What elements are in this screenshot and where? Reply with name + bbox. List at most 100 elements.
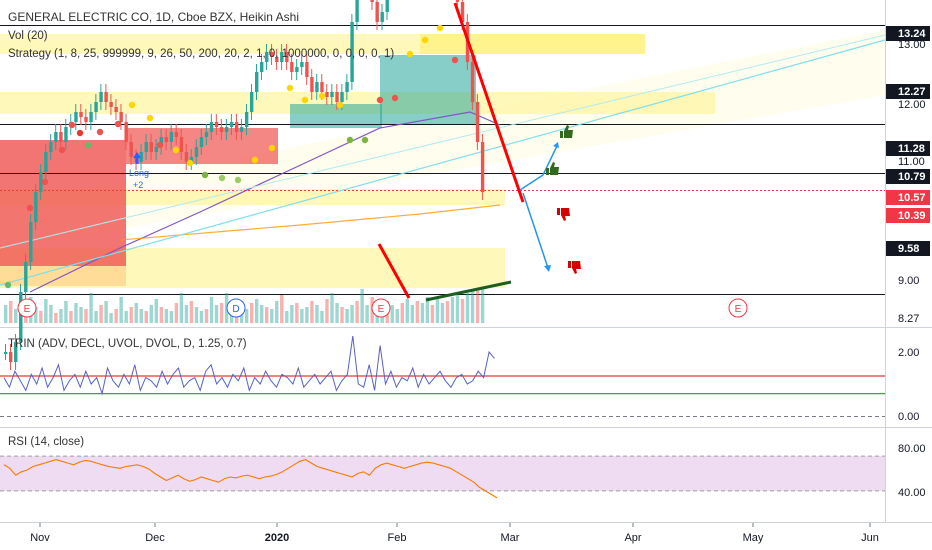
candle <box>214 114 219 135</box>
trend-channel-line <box>0 39 886 286</box>
time-tick: May <box>743 532 764 544</box>
candle <box>370 0 374 10</box>
volume-bar <box>14 309 18 323</box>
candle <box>44 144 48 180</box>
candle-body <box>99 92 103 102</box>
candle-body <box>285 52 289 62</box>
candle-body <box>310 77 314 92</box>
signal-dot <box>268 144 276 152</box>
volume-bar <box>325 299 329 323</box>
trin-series <box>3 335 495 396</box>
signal-dot <box>301 96 309 104</box>
candle-body <box>159 137 164 147</box>
volume-bars <box>4 287 485 323</box>
volume-bar <box>214 305 219 323</box>
candle <box>19 284 23 350</box>
candle-body <box>144 142 148 152</box>
candle-body <box>280 52 284 62</box>
volume-bar <box>219 303 224 323</box>
candle-body <box>149 142 153 152</box>
candle <box>224 119 229 140</box>
price-marker <box>886 208 930 223</box>
volume-bar <box>350 305 354 323</box>
candle-body <box>239 127 244 132</box>
candle-body <box>340 92 344 102</box>
price-marker-label: 10.79 <box>898 171 926 183</box>
signal-dot <box>436 24 444 32</box>
candle <box>209 114 214 140</box>
volume-bar <box>365 305 369 323</box>
candle-body <box>300 62 304 67</box>
earnings-label: E <box>735 304 742 315</box>
red-downtrend-line <box>453 2 525 203</box>
rsi-tick: 40.00 <box>898 487 926 499</box>
bearish-projection <box>522 192 549 269</box>
candle-body <box>320 82 324 92</box>
volume-bar <box>265 307 269 323</box>
volume-bar <box>410 305 415 323</box>
volume-bar <box>139 309 143 323</box>
volume-bar <box>44 299 48 323</box>
candle <box>4 344 8 360</box>
volume-bar <box>89 293 93 323</box>
candle-body <box>315 82 319 92</box>
candle <box>300 54 304 75</box>
signal-dot <box>421 36 429 44</box>
volume-bar <box>270 309 274 323</box>
candle-body <box>249 92 254 112</box>
candle-body <box>179 137 184 152</box>
volume-bar <box>164 309 169 323</box>
candle-body <box>89 112 93 122</box>
volume-bar <box>340 307 344 323</box>
candle-body <box>255 72 259 92</box>
volume-bar <box>229 311 234 323</box>
candle <box>475 94 480 150</box>
volume-bar <box>295 303 299 323</box>
price-marker-label: 10.39 <box>898 210 926 222</box>
volume-bar <box>4 305 8 323</box>
candle <box>305 54 309 85</box>
volume-bar <box>290 305 294 323</box>
signal-dot <box>406 50 414 58</box>
candle <box>109 94 113 115</box>
candle <box>355 0 359 30</box>
candle-body <box>129 142 133 157</box>
price-tick: 8.27 <box>898 313 919 325</box>
candle <box>29 214 33 270</box>
signal-dot <box>186 159 194 167</box>
price-tick: 9.00 <box>898 275 919 287</box>
candle-body <box>49 142 53 152</box>
candle-body <box>39 172 43 192</box>
bullish-projection <box>519 145 558 191</box>
volume-bar <box>114 309 118 323</box>
price-tick: 12.00 <box>898 99 926 111</box>
candle <box>174 124 179 145</box>
signal-dot <box>96 128 104 136</box>
candle <box>54 124 58 150</box>
volume-bar <box>275 301 279 323</box>
thumbs-down-icon <box>568 261 581 274</box>
volume-bar <box>355 301 359 323</box>
volume-bar <box>315 305 319 323</box>
volume-bar <box>305 307 309 323</box>
signal-dot <box>26 204 34 212</box>
profit-zone-box <box>380 55 476 125</box>
candle-body <box>460 2 465 22</box>
earnings-label: E <box>24 304 31 315</box>
price-marker-label: 13.24 <box>898 28 926 40</box>
volume-bar <box>169 311 174 323</box>
signal-dot <box>376 96 384 104</box>
candle <box>265 44 269 70</box>
volume-bar <box>39 311 43 323</box>
price-marker <box>886 26 930 41</box>
signal-dot <box>451 56 459 64</box>
candle-body <box>74 112 78 122</box>
volume-bar <box>260 305 264 323</box>
volume-bar <box>430 305 435 323</box>
volume-bar <box>94 311 98 323</box>
volume-bar <box>134 303 138 323</box>
candle-body <box>234 122 239 132</box>
candle <box>480 134 485 200</box>
